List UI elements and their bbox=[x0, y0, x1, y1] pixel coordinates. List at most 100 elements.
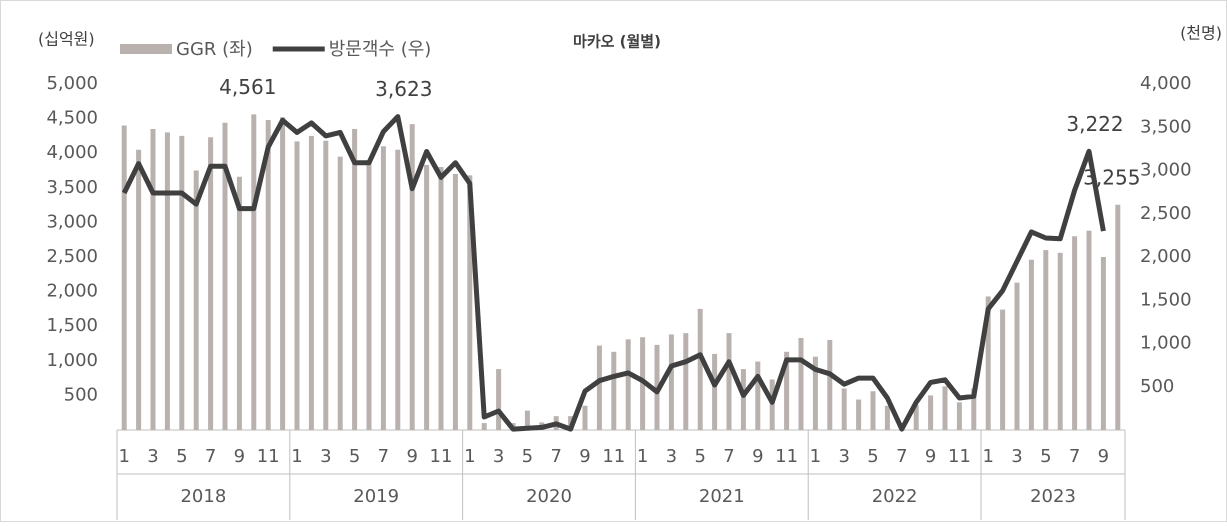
bar bbox=[1000, 309, 1006, 430]
bar bbox=[596, 345, 602, 430]
x-tick-label: 11 bbox=[430, 446, 453, 467]
bar bbox=[323, 140, 329, 430]
bar bbox=[928, 395, 934, 430]
bar bbox=[481, 423, 487, 430]
x-tick-label: 11 bbox=[948, 446, 971, 467]
bar bbox=[438, 167, 444, 431]
y2-tick-label: 2,000 bbox=[1140, 246, 1192, 267]
x-tick-label: 7 bbox=[896, 446, 907, 467]
x-tick-label: 5 bbox=[176, 446, 187, 467]
bar bbox=[380, 146, 386, 430]
bar bbox=[784, 351, 790, 430]
x-tick-label: 7 bbox=[550, 446, 561, 467]
bar bbox=[798, 337, 804, 430]
bar bbox=[280, 117, 286, 430]
group-label: 2019 bbox=[353, 486, 399, 507]
x-tick-label: 1 bbox=[637, 446, 648, 467]
y-axis-label: (십억원) bbox=[38, 30, 95, 49]
bar bbox=[136, 149, 142, 431]
bar bbox=[366, 160, 372, 430]
x-tick-label: 5 bbox=[522, 446, 533, 467]
x-tick-label: 9 bbox=[579, 446, 590, 467]
y-tick-label: 4,000 bbox=[46, 142, 98, 163]
y-tick-label: 4,500 bbox=[46, 108, 98, 129]
x-tick-label: 3 bbox=[493, 446, 504, 467]
x-tick-label: 9 bbox=[752, 446, 763, 467]
y-tick-label: 3,500 bbox=[46, 177, 98, 198]
data-label: 3,222 bbox=[1066, 112, 1123, 136]
bar bbox=[395, 149, 401, 431]
line bbox=[121, 114, 1106, 432]
bar bbox=[740, 369, 746, 430]
group-label: 2020 bbox=[526, 486, 572, 507]
y2-tick-label: 1,000 bbox=[1140, 333, 1192, 354]
x-tick-label: 3 bbox=[838, 446, 849, 467]
group-label: 2021 bbox=[699, 486, 745, 507]
x-tick-label: 3 bbox=[1011, 446, 1022, 467]
bar bbox=[971, 388, 977, 430]
bar bbox=[856, 399, 862, 430]
x-tick-label: 1 bbox=[810, 446, 821, 467]
y-tick-label: 3,000 bbox=[46, 211, 98, 232]
x-tick-label: 7 bbox=[1069, 446, 1080, 467]
bar bbox=[812, 356, 818, 430]
data-label: 3,255 bbox=[1083, 165, 1140, 189]
y-tick-label: 2,000 bbox=[46, 281, 98, 302]
x-tick-label: 11 bbox=[257, 446, 280, 467]
bar bbox=[985, 296, 991, 430]
bar bbox=[222, 122, 228, 430]
bar bbox=[884, 405, 890, 430]
bar bbox=[1028, 259, 1034, 430]
group-label: 2018 bbox=[180, 486, 226, 507]
bar bbox=[294, 141, 300, 430]
x-tick-label: 9 bbox=[406, 446, 417, 467]
y2-tick-label: 1,500 bbox=[1140, 289, 1192, 310]
x-tick-label: 5 bbox=[1040, 446, 1051, 467]
bar bbox=[1115, 204, 1121, 430]
x-tick-label: 1 bbox=[464, 446, 475, 467]
bar bbox=[697, 308, 703, 430]
bar bbox=[870, 391, 876, 430]
bar bbox=[841, 388, 847, 430]
x-tick-label: 7 bbox=[378, 446, 389, 467]
bar bbox=[265, 119, 271, 430]
y2-tick-label: 2,500 bbox=[1140, 203, 1192, 224]
bar bbox=[942, 386, 948, 430]
x-tick-label: 5 bbox=[867, 446, 878, 467]
bar bbox=[452, 173, 458, 430]
y2-tick-label: 4,000 bbox=[1140, 73, 1192, 94]
bar bbox=[913, 405, 919, 430]
bar bbox=[121, 125, 127, 431]
x-tick-label: 3 bbox=[320, 446, 331, 467]
y-tick-label: 2,500 bbox=[46, 246, 98, 267]
data-label: 3,623 bbox=[375, 77, 432, 101]
x-tick-label: 11 bbox=[775, 446, 798, 467]
y-tick-label: 5,000 bbox=[46, 73, 98, 94]
bar bbox=[625, 339, 631, 430]
data-label: 4,561 bbox=[219, 75, 276, 99]
bar bbox=[611, 351, 617, 430]
x-tick-label: 9 bbox=[1098, 446, 1109, 467]
bar bbox=[1014, 282, 1020, 430]
y2-axis-label: (천명) bbox=[1180, 24, 1222, 43]
bar bbox=[164, 132, 170, 430]
bar bbox=[496, 369, 502, 430]
bar bbox=[827, 340, 833, 430]
bar bbox=[208, 137, 214, 430]
y2-tick-label: 3,500 bbox=[1140, 116, 1192, 137]
group-label: 2023 bbox=[1030, 486, 1076, 507]
x-tick-label: 11 bbox=[602, 446, 625, 467]
x-tick-label: 7 bbox=[723, 446, 734, 467]
x-tick-label: 9 bbox=[234, 446, 245, 467]
x-tick-label: 1 bbox=[982, 446, 993, 467]
bar bbox=[726, 333, 732, 430]
y2-tick-label: 3,000 bbox=[1140, 160, 1192, 181]
bar bbox=[712, 353, 718, 430]
bar bbox=[668, 334, 674, 430]
bar bbox=[251, 114, 257, 431]
bar bbox=[424, 164, 430, 431]
x-tick-label: 3 bbox=[147, 446, 158, 467]
x-tick-label: 5 bbox=[694, 446, 705, 467]
bar bbox=[409, 124, 415, 431]
